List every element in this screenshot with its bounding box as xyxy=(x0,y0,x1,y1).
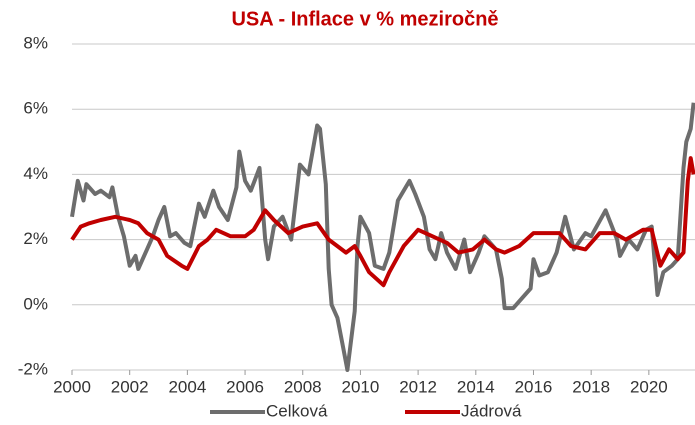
x-tick-label: 2000 xyxy=(53,377,91,396)
x-tick-label: 2014 xyxy=(457,377,495,396)
chart-title: USA - Inflace v % meziročně xyxy=(231,8,498,30)
y-tick-label: 0% xyxy=(23,294,48,313)
y-tick-label: 8% xyxy=(23,33,48,52)
x-tick-label: 2016 xyxy=(515,377,553,396)
x-tick-label: 2006 xyxy=(226,377,264,396)
y-tick-label: 2% xyxy=(23,229,48,248)
y-tick-label: -2% xyxy=(18,359,48,378)
x-tick-label: 2002 xyxy=(111,377,149,396)
x-tick-label: 2020 xyxy=(630,377,668,396)
series-line xyxy=(70,156,695,288)
legend-label: Jádrová xyxy=(461,401,522,420)
series-line xyxy=(70,102,695,372)
y-tick-label: 6% xyxy=(23,99,48,118)
x-tick-label: 2012 xyxy=(399,377,437,396)
x-tick-label: 2004 xyxy=(168,377,206,396)
x-tick-label: 2010 xyxy=(342,377,380,396)
legend-label: Celková xyxy=(266,401,328,420)
x-tick-label: 2008 xyxy=(284,377,322,396)
y-tick-label: 4% xyxy=(23,164,48,183)
x-tick-label: 2018 xyxy=(572,377,610,396)
